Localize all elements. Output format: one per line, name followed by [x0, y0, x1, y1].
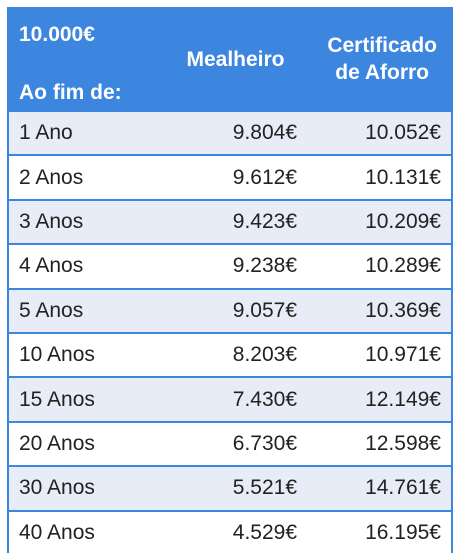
certificado-value: 10.052€: [307, 109, 451, 156]
certificado-value: 16.195€: [307, 509, 451, 555]
certificado-value: 10.131€: [307, 154, 451, 200]
certificado-value: 10.369€: [307, 287, 451, 333]
table-row: 15 Anos 7.430€ 12.149€: [9, 376, 451, 422]
mealheiro-value: 9.612€: [164, 154, 307, 200]
header-mealheiro: Mealheiro: [164, 9, 307, 111]
mealheiro-value: 9.423€: [164, 198, 307, 245]
table-body: 1 Ano 9.804€ 10.052€ 2 Anos 9.612€ 10.13…: [9, 109, 451, 555]
mealheiro-value: 6.730€: [164, 420, 307, 467]
period-cell: 15 Anos: [9, 376, 164, 422]
certificado-value: 10.209€: [307, 198, 451, 245]
table-row: 10 Anos 8.203€ 10.971€: [9, 331, 451, 378]
period-cell: 3 Anos: [9, 198, 164, 245]
table-row: 40 Anos 4.529€ 16.195€: [9, 509, 451, 555]
comparison-table: 10.000€ Ao fim de: Mealheiro Certificado…: [7, 7, 453, 555]
mealheiro-value: 5.521€: [164, 465, 307, 511]
certificado-value: 10.971€: [307, 331, 451, 378]
mealheiro-value: 9.238€: [164, 243, 307, 289]
table-row: 20 Anos 6.730€ 12.598€: [9, 420, 451, 467]
table-row: 3 Anos 9.423€ 10.209€: [9, 198, 451, 245]
mealheiro-value: 7.430€: [164, 376, 307, 422]
period-cell: 10 Anos: [9, 331, 164, 378]
certificado-value: 12.598€: [307, 420, 451, 467]
table-header-row: 10.000€ Ao fim de: Mealheiro Certificado…: [9, 9, 451, 111]
table-row: 30 Anos 5.521€ 14.761€: [9, 465, 451, 511]
comparison-table-grid: 10.000€ Ao fim de: Mealheiro Certificado…: [9, 9, 451, 555]
table-row: 5 Anos 9.057€ 10.369€: [9, 287, 451, 333]
period-cell: 1 Ano: [9, 109, 164, 156]
header-certificado-line1: Certificado: [327, 34, 437, 58]
header-certificado-line2: de Aforro: [335, 60, 430, 84]
header-corner-cell: 10.000€ Ao fim de:: [9, 9, 164, 111]
header-amount: 10.000€: [19, 23, 95, 46]
period-cell: 4 Anos: [9, 243, 164, 289]
period-cell: 20 Anos: [9, 420, 164, 467]
mealheiro-value: 9.057€: [164, 287, 307, 333]
period-cell: 5 Anos: [9, 287, 164, 333]
header-period-label: Ao fim de:: [19, 81, 122, 104]
table-row: 4 Anos 9.238€ 10.289€: [9, 243, 451, 289]
mealheiro-value: 9.804€: [164, 109, 307, 156]
period-cell: 40 Anos: [9, 509, 164, 555]
certificado-value: 12.149€: [307, 376, 451, 422]
mealheiro-value: 8.203€: [164, 331, 307, 378]
header-certificado: Certificado de Aforro: [307, 9, 451, 111]
period-cell: 30 Anos: [9, 465, 164, 511]
period-cell: 2 Anos: [9, 154, 164, 200]
certificado-value: 14.761€: [307, 465, 451, 511]
table-row: 2 Anos 9.612€ 10.131€: [9, 154, 451, 200]
table-row: 1 Ano 9.804€ 10.052€: [9, 109, 451, 156]
mealheiro-value: 4.529€: [164, 509, 307, 555]
certificado-value: 10.289€: [307, 243, 451, 289]
